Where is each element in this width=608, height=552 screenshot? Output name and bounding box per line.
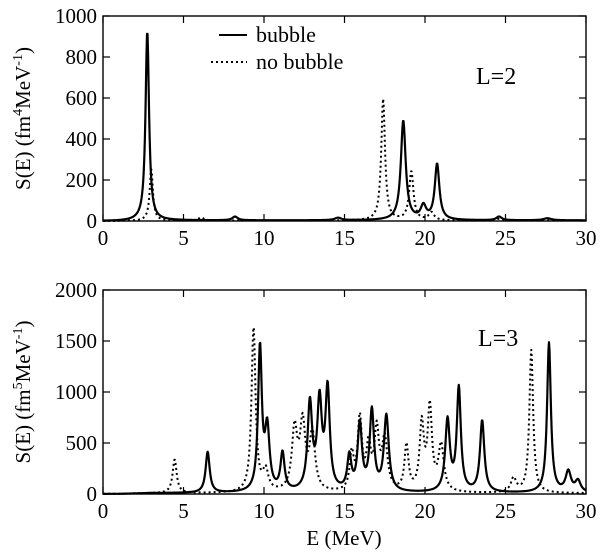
- x-tick-label: 30: [576, 226, 597, 250]
- x-tick-label: 10: [254, 499, 275, 523]
- legend-label-bubble: bubble: [256, 22, 316, 47]
- y-tick-label: 1000: [55, 4, 97, 28]
- ticks-top: [102, 15, 587, 222]
- panel-label-l3: L=3: [478, 326, 518, 352]
- y-axis-label-bottom: S(E) (fm5MeV-1): [11, 321, 35, 464]
- y-tick-label: 1500: [55, 329, 97, 353]
- x-tick-label: 0: [98, 226, 109, 250]
- series-no-bubble: [102, 326, 587, 495]
- x-tick-label: 25: [495, 226, 516, 250]
- x-axis-label: E (MeV): [306, 526, 381, 550]
- curves-top: [102, 32, 587, 222]
- series-bubble: [102, 32, 587, 222]
- y-tick-label: 200: [66, 168, 98, 192]
- y-tick-label: 0: [87, 482, 98, 506]
- y-axis-label-top: S(E) (fm4MeV-1): [11, 47, 35, 190]
- x-tick-label: 0: [98, 499, 109, 523]
- curves-bottom: [102, 326, 587, 495]
- y-tick-label: 1000: [55, 380, 97, 404]
- x-tick-label: 5: [178, 226, 189, 250]
- series-no-bubble: [102, 97, 587, 222]
- legend-label-no-bubble: no bubble: [256, 49, 343, 74]
- y-tick-label: 600: [66, 86, 98, 110]
- x-tick-label: 5: [178, 499, 189, 523]
- plot-frame-top: [102, 15, 587, 222]
- x-tick-label: 15: [334, 226, 355, 250]
- series-bubble: [102, 341, 587, 495]
- y-tick-label: 0: [87, 209, 98, 233]
- panel-label-l2: L=2: [476, 64, 516, 90]
- tick-labels-top: 0 5 10 15 20 25 30 0 200 400 600 800 1000: [55, 4, 597, 250]
- y-tick-label: 2000: [55, 278, 97, 302]
- x-tick-label: 25: [495, 499, 516, 523]
- y-tick-label: 500: [66, 431, 98, 455]
- panel-l2: 0 5 10 15 20 25 30 0 200 400 600 800 1000 S(E) (fm4M…: [11, 4, 597, 250]
- x-tick-label: 30: [576, 499, 597, 523]
- x-tick-label: 20: [415, 226, 436, 250]
- legend: bubble no bubble: [211, 22, 343, 74]
- ticks-bottom: [102, 289, 587, 495]
- y-tick-label: 800: [66, 45, 98, 69]
- x-tick-label: 15: [334, 499, 355, 523]
- y-tick-label: 400: [66, 127, 98, 151]
- x-tick-label: 20: [415, 499, 436, 523]
- tick-labels-bottom: 0 5 10 15 20 25 30 0 500 1000 1500 2000: [55, 278, 597, 523]
- x-tick-label: 10: [254, 226, 275, 250]
- panel-l3: 0 5 10 15 20 25 30 0 500 1000 1500 2000 S(E) (fm5Me…: [11, 278, 597, 523]
